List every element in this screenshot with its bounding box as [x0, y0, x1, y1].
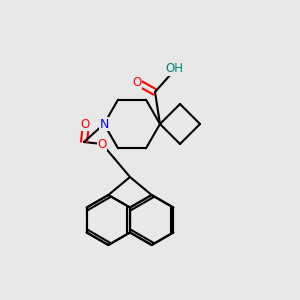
Text: N: N — [99, 118, 109, 130]
Text: O: O — [132, 76, 142, 88]
Text: O: O — [80, 118, 90, 130]
Text: OH: OH — [165, 62, 183, 76]
Text: O: O — [98, 137, 106, 151]
